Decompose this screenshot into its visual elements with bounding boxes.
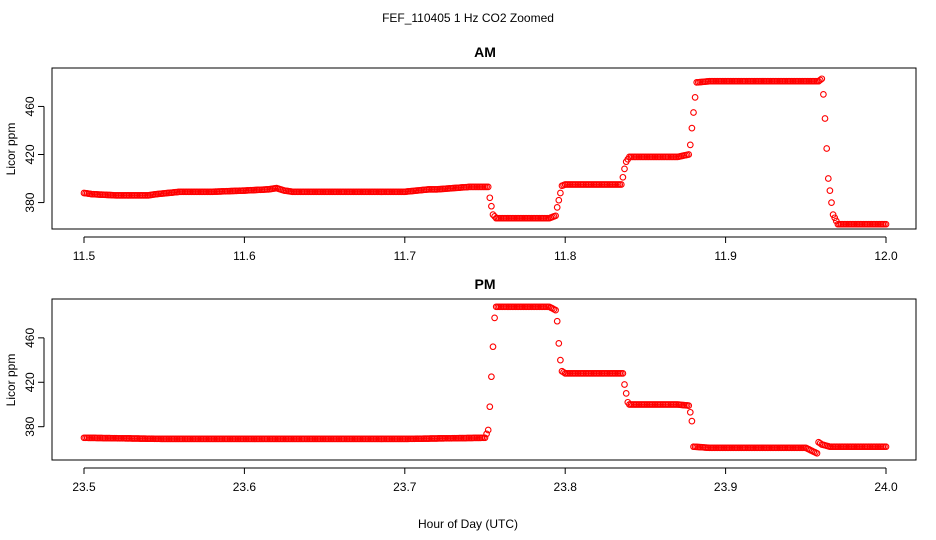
pm-x-axis: 23.5 23.6 23.7 23.8 23.9 24.0 (72, 467, 898, 494)
x-axis-label: Hour of Day (UTC) (418, 517, 518, 531)
pm-data-point (481, 434, 489, 442)
pm-data-point (553, 317, 561, 325)
am-x-tick-label: 11.6 (233, 249, 256, 263)
pm-plot-frame (51, 298, 917, 461)
am-y-axis-label: Licor ppm (4, 123, 18, 176)
am-data-point (553, 204, 561, 211)
am-data-point (829, 211, 837, 218)
am-data-point (691, 94, 699, 101)
am-data-point (824, 175, 832, 182)
am-data-point (686, 141, 694, 149)
pm-panel-title: PM (475, 276, 496, 292)
am-data-point (488, 202, 495, 210)
pm-data-point (882, 443, 890, 451)
am-data-point (816, 76, 824, 84)
pm-data-point (484, 426, 492, 434)
am-data-point (690, 109, 697, 116)
pm-data-point (813, 449, 821, 457)
pm-data-point (486, 403, 494, 411)
pm-data-point (555, 340, 563, 347)
pm-x-tick-label: 23.6 (233, 480, 257, 494)
am-data-point (555, 196, 563, 204)
pm-x-tick-label: 23.7 (393, 480, 417, 494)
figure-title: FEF_110405 1 Hz CO2 Zoomed (382, 11, 554, 25)
am-data-point (619, 173, 627, 181)
pm-data-point (688, 417, 696, 425)
am-plot-frame (51, 67, 917, 230)
pm-data-points (80, 303, 890, 457)
pm-data-point (686, 408, 694, 416)
pm-panel: PM Licor ppm 23.5 23.6 23.7 23.8 23.9 24.0 38… (4, 276, 917, 494)
am-x-tick-label: 11.8 (554, 249, 577, 263)
pm-data-point (491, 314, 498, 322)
am-data-point (685, 151, 693, 158)
am-data-point (823, 145, 831, 152)
am-y-tick-label: 380 (23, 192, 37, 212)
am-data-point (818, 75, 826, 83)
am-x-tick-label: 11.7 (394, 249, 417, 263)
pm-x-tick-label: 24.0 (874, 480, 898, 494)
am-panel-title: AM (474, 44, 496, 60)
am-x-tick-label: 11.9 (714, 249, 737, 263)
am-data-point (484, 183, 492, 191)
am-data-point (882, 220, 890, 228)
pm-data-point (552, 306, 559, 314)
am-data-point (820, 91, 827, 98)
am-data-point (552, 212, 559, 220)
pm-data-point (622, 390, 630, 397)
am-data-point (621, 165, 628, 173)
am-y-tick-label: 460 (23, 96, 37, 116)
pm-y-tick-label: 420 (23, 372, 37, 392)
am-panel: AM Licor ppm 11.5 11.6 11.7 11.8 11.9 12.0 38… (4, 44, 917, 263)
pm-y-tick-label: 380 (23, 416, 37, 436)
am-data-point (617, 181, 625, 188)
pm-x-tick-label: 23.9 (714, 480, 738, 494)
pm-data-point (621, 381, 628, 388)
am-x-tick-label: 11.5 (73, 249, 96, 263)
pm-y-tick-label: 460 (23, 328, 37, 348)
am-data-points (80, 75, 890, 228)
am-x-tick-label: 12.0 (874, 249, 898, 263)
pm-y-axis-label: Licor ppm (4, 354, 18, 407)
pm-x-tick-label: 23.5 (72, 480, 96, 494)
am-data-point (826, 187, 834, 194)
am-data-point (688, 124, 696, 132)
am-data-point (828, 199, 835, 206)
pm-data-point (557, 356, 564, 364)
pm-data-point (619, 370, 627, 377)
am-x-axis: 11.5 11.6 11.7 11.8 11.9 12.0 (73, 236, 898, 263)
am-y-axis: 380 420 460 (23, 96, 45, 213)
am-data-point (557, 189, 564, 197)
pm-y-axis: 380 420 460 (23, 328, 45, 437)
am-y-tick-label: 420 (23, 144, 37, 164)
pm-data-point (489, 343, 497, 351)
pm-data-point (560, 368, 567, 376)
am-data-point (831, 214, 839, 222)
pm-data-point (685, 402, 693, 409)
am-data-point (821, 115, 829, 122)
pm-data-point (488, 373, 495, 381)
pm-data-point (483, 430, 490, 438)
pm-x-tick-label: 23.8 (554, 480, 578, 494)
am-data-point (486, 194, 494, 202)
